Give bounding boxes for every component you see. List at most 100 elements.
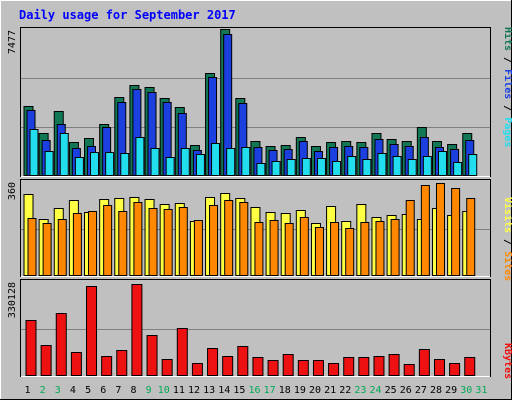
middle-ymax-label: 360 — [7, 182, 18, 200]
day-label-27: 27 — [415, 385, 427, 396]
day-label-28: 28 — [430, 385, 442, 396]
kbytes-bar-day-10 — [161, 359, 173, 376]
sites-bar-day-29 — [451, 188, 461, 276]
kbytes-bar-day-8 — [131, 284, 143, 376]
sites-bar-day-28 — [435, 183, 445, 276]
sites-bar-day-10 — [163, 209, 173, 276]
sites-bar-day-12 — [193, 220, 203, 276]
pages-bar-day-2 — [44, 151, 54, 176]
day-label-8: 8 — [130, 385, 136, 396]
pages-bar-day-24 — [377, 153, 387, 176]
day-label-16: 16 — [248, 385, 260, 396]
kbytes-bar-day-16 — [252, 357, 264, 376]
kbytes-bar-day-2 — [40, 345, 52, 376]
sites-bar-day-20 — [314, 227, 324, 276]
day-label-25: 25 — [385, 385, 397, 396]
day-label-11: 11 — [173, 385, 185, 396]
sites-bar-day-27 — [420, 185, 430, 276]
sites-bar-day-22 — [345, 228, 355, 276]
chart-title: Daily usage for September 2017 — [19, 8, 236, 22]
sites-bar-day-19 — [299, 217, 309, 276]
day-label-30: 30 — [460, 385, 472, 396]
day-label-31: 31 — [475, 385, 487, 396]
day-label-14: 14 — [218, 385, 230, 396]
sites-bar-day-1 — [27, 218, 37, 276]
day-label-17: 17 — [264, 385, 276, 396]
sites-bar-day-7 — [118, 211, 128, 276]
day-label-24: 24 — [370, 385, 382, 396]
day-label-26: 26 — [400, 385, 412, 396]
top-bars — [23, 29, 478, 176]
kbytes-bar-day-21 — [328, 363, 340, 376]
pages-bar-day-30 — [468, 154, 478, 176]
legend-separator-2: / — [502, 99, 512, 117]
day-label-2: 2 — [40, 385, 46, 396]
kbytes-bar-day-6 — [101, 356, 113, 376]
pages-bar-day-16 — [256, 163, 266, 176]
pages-bar-day-9 — [150, 148, 160, 176]
sites-bar-day-9 — [148, 208, 158, 276]
legend-kbytes: KBytes — [502, 343, 512, 379]
kbytes-panel: 330128 KBytes — [7, 279, 512, 379]
pages-bar-day-12 — [195, 154, 205, 176]
kbytes-bar-day-30 — [464, 357, 476, 376]
pages-bar-day-13 — [211, 143, 221, 176]
day-axis-labels: 1 2 3 4 5 6 7 8 9 10 11 12 13 14 15 16 17 18 19 20 21 22 23 24 2… — [25, 385, 488, 396]
sites-bar-day-17 — [269, 220, 279, 276]
legend-pages: Pages — [502, 117, 512, 147]
bottom-right-legend: KBytes — [502, 343, 512, 379]
kbytes-bar-day-15 — [237, 346, 249, 376]
kbytes-bar-day-19 — [297, 360, 309, 376]
top-ymax-label: 7477 — [7, 30, 18, 54]
pages-bar-day-15 — [241, 147, 251, 176]
pages-bar-day-22 — [347, 156, 357, 176]
kbytes-bar-day-29 — [449, 363, 461, 376]
pages-bar-day-20 — [316, 158, 326, 176]
kbytes-bar-day-22 — [343, 357, 355, 376]
day-label-19: 19 — [294, 385, 306, 396]
legend-separator-1: / — [502, 51, 512, 69]
kbytes-bar-day-26 — [403, 364, 415, 376]
day-label-15: 15 — [233, 385, 245, 396]
day-label-22: 22 — [339, 385, 351, 396]
pages-bar-day-7 — [120, 153, 130, 176]
kbytes-bar-day-4 — [70, 352, 82, 376]
legend-hits: Hits — [502, 27, 512, 51]
middle-bars — [23, 183, 476, 276]
pages-bar-day-10 — [165, 157, 175, 176]
pages-bar-day-18 — [286, 159, 296, 176]
top-right-legend: Hits / Files / Pages — [502, 27, 512, 147]
legend-separator-3: / — [502, 233, 512, 251]
bottom-ymax-label: 330128 — [7, 282, 18, 318]
day-label-23: 23 — [354, 385, 366, 396]
kbytes-bar-day-27 — [418, 349, 430, 376]
kbytes-bar-day-18 — [282, 354, 294, 376]
day-label-12: 12 — [188, 385, 200, 396]
pages-bar-day-1 — [29, 129, 39, 176]
day-label-21: 21 — [324, 385, 336, 396]
pages-bar-day-3 — [59, 133, 69, 176]
pages-bar-day-4 — [74, 157, 84, 176]
legend-files: Files — [502, 69, 512, 99]
kbytes-bar-day-11 — [176, 328, 188, 376]
pages-bar-day-11 — [180, 148, 190, 176]
day-label-5: 5 — [85, 385, 91, 396]
pages-bar-day-8 — [135, 137, 145, 176]
kbytes-bar-day-1 — [25, 320, 37, 376]
pages-bar-day-25 — [392, 156, 402, 176]
pages-bar-day-28 — [437, 151, 447, 176]
visits-sites-panel: 360 Visits / Sites — [7, 179, 512, 281]
middle-right-legend: Visits / Sites — [502, 197, 512, 281]
day-label-1: 1 — [25, 385, 31, 396]
legend-visits: Visits — [502, 197, 512, 233]
pages-bar-day-19 — [301, 158, 311, 176]
pages-bar-day-29 — [453, 162, 463, 176]
day-label-6: 6 — [100, 385, 106, 396]
kbytes-bar-day-5 — [86, 286, 98, 376]
day-label-18: 18 — [279, 385, 291, 396]
kbytes-bar-day-24 — [373, 356, 385, 376]
day-label-10: 10 — [158, 385, 170, 396]
pages-bar-day-5 — [90, 152, 100, 176]
day-label-3: 3 — [55, 385, 61, 396]
legend-sites: Sites — [502, 251, 512, 281]
